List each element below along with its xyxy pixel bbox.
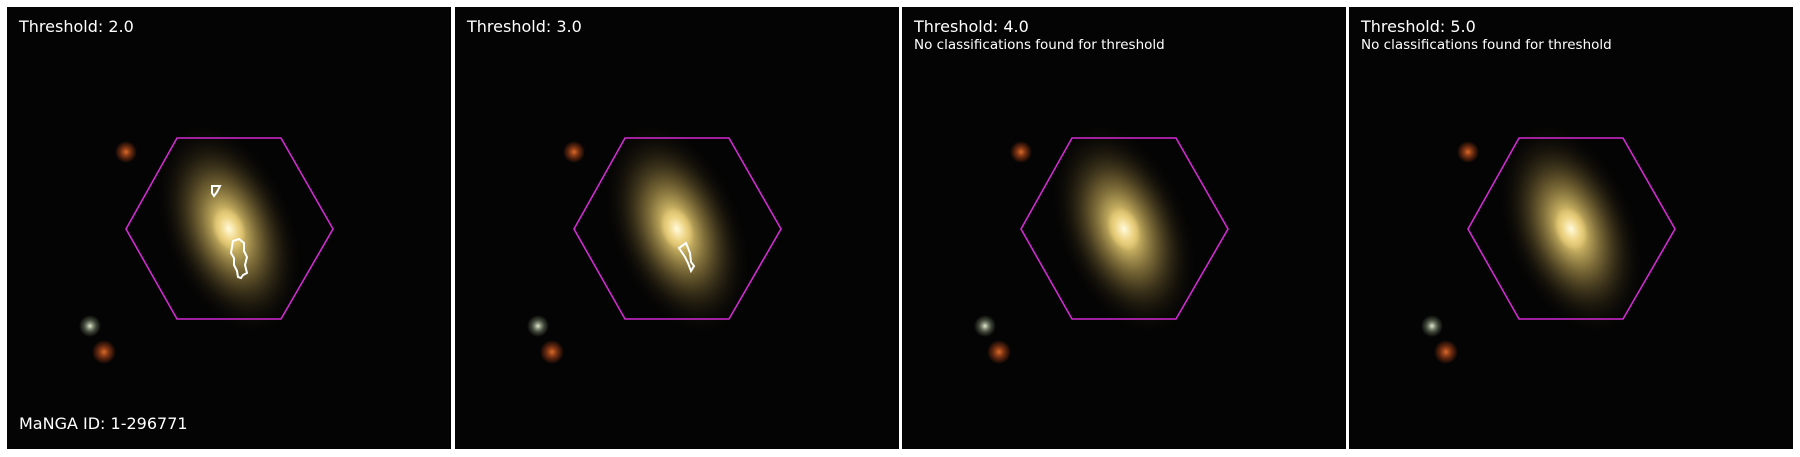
foreground-star — [1010, 141, 1032, 163]
panel-title: Threshold: 3.0 — [467, 17, 582, 36]
galaxy-core — [1107, 207, 1141, 251]
foreground-star — [1434, 340, 1458, 364]
foreground-star — [540, 340, 564, 364]
manga-id-label: MaNGA ID: 1-296771 — [19, 414, 188, 433]
ifu-hexagon — [573, 137, 782, 320]
galaxy-image — [7, 7, 451, 449]
ifu-hexagon — [125, 137, 334, 320]
foreground-star — [563, 141, 585, 163]
foreground-star — [987, 340, 1011, 364]
panel-threshold-4: Threshold: 4.0 No classifications found … — [902, 7, 1346, 449]
galaxy-image — [455, 7, 899, 449]
ifu-hexagon — [1467, 137, 1676, 320]
panel-threshold-2: Threshold: 2.0 MaNGA ID: 1-296771 — [7, 7, 451, 449]
foreground-star — [1457, 141, 1479, 163]
galaxy-core — [660, 207, 694, 251]
galaxy-image — [902, 7, 1346, 449]
ifu-hexagon — [1020, 137, 1229, 320]
foreground-star — [79, 315, 101, 337]
no-classifications-note: No classifications found for threshold — [914, 37, 1165, 53]
panel-title: Threshold: 4.0 — [914, 17, 1029, 36]
foreground-star — [1421, 315, 1443, 337]
panel-title: Threshold: 2.0 — [19, 17, 134, 36]
galaxy-image — [1349, 7, 1793, 449]
classification-contour — [677, 241, 696, 274]
panel-threshold-5: Threshold: 5.0 No classifications found … — [1349, 7, 1793, 449]
panel-threshold-3: Threshold: 3.0 — [455, 7, 899, 449]
galaxy-core — [1554, 207, 1588, 251]
classification-contour — [211, 185, 222, 198]
classification-contour — [229, 237, 249, 280]
foreground-star — [92, 340, 116, 364]
foreground-star — [974, 315, 996, 337]
foreground-star — [527, 315, 549, 337]
no-classifications-note: No classifications found for threshold — [1361, 37, 1612, 53]
panel-title: Threshold: 5.0 — [1361, 17, 1476, 36]
foreground-star — [115, 141, 137, 163]
